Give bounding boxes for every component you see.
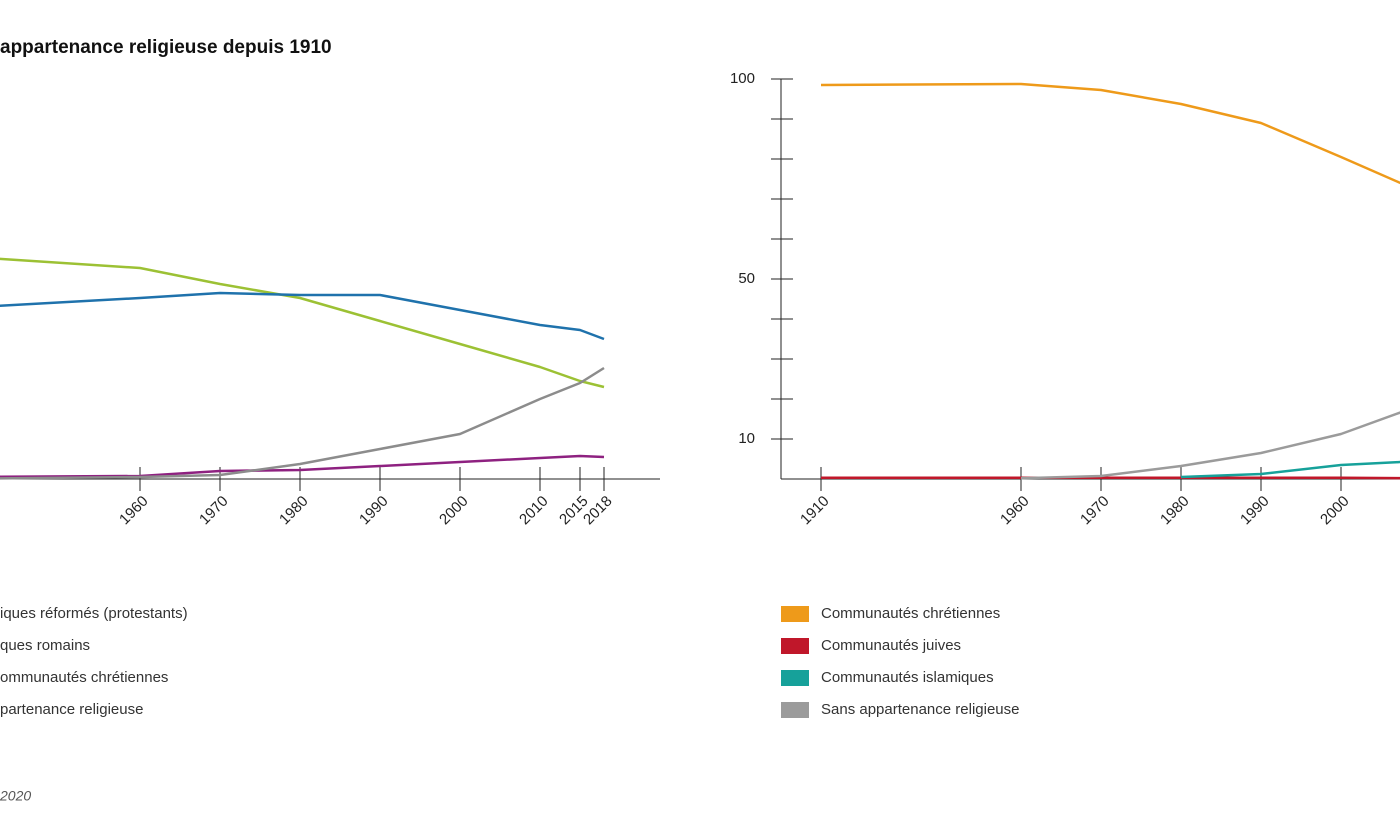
- right-chart: 1910 1960 1970 1980 1990 2000 20101050100Commu…: [730, 70, 1400, 718]
- y-tick-label: 100: [730, 70, 755, 87]
- legend-label: partenance religieuse: [0, 701, 143, 718]
- legend-label: Communautés juives: [821, 637, 961, 654]
- series-line: [820, 82, 1400, 185]
- x-tick-label: 1990: [1237, 493, 1273, 529]
- x-tick-label: 2010: [516, 493, 552, 529]
- legend-swatch: [781, 702, 809, 718]
- legend-swatch: [781, 606, 809, 622]
- x-tick-label: 1990: [356, 493, 392, 529]
- x-tick-label: 1980: [276, 493, 312, 529]
- series-line: [0, 291, 605, 341]
- legend-label: Communautés chrétiennes: [821, 605, 1000, 622]
- x-tick-label: 1910: [797, 493, 833, 529]
- series-line: [1180, 460, 1400, 479]
- x-tick-label: 1980: [1157, 493, 1193, 529]
- x-tick-label: 2000: [436, 493, 472, 529]
- legend-label: ommunautés chrétiennes: [0, 669, 168, 686]
- legend-label: Sans appartenance religieuse: [821, 701, 1019, 718]
- y-tick-label: 10: [738, 430, 755, 447]
- source: 2020: [0, 788, 31, 804]
- x-tick-label: 1970: [1077, 493, 1113, 529]
- series-line: [1020, 411, 1400, 480]
- legend-swatch: [781, 638, 809, 654]
- x-tick-label: 2018: [580, 493, 616, 529]
- legend-label: Communautés islamiques: [821, 669, 994, 686]
- x-tick-label: 1960: [116, 493, 152, 529]
- series-line: [0, 454, 605, 478]
- legend-label: ques romains: [0, 637, 90, 654]
- left-chart: appartenance religieuse depuis 1910 2020…: [0, 37, 660, 804]
- legend-label: iques réformés (protestants): [0, 605, 188, 622]
- x-tick-label: 2000: [1317, 493, 1353, 529]
- x-tick-label: 1970: [196, 493, 232, 529]
- y-tick-label: 50: [738, 270, 755, 287]
- chart-title: appartenance religieuse depuis 1910: [0, 37, 332, 58]
- x-tick-label: 1960: [997, 493, 1033, 529]
- series-line: [0, 366, 605, 480]
- legend-swatch: [781, 670, 809, 686]
- series-line: [0, 257, 605, 389]
